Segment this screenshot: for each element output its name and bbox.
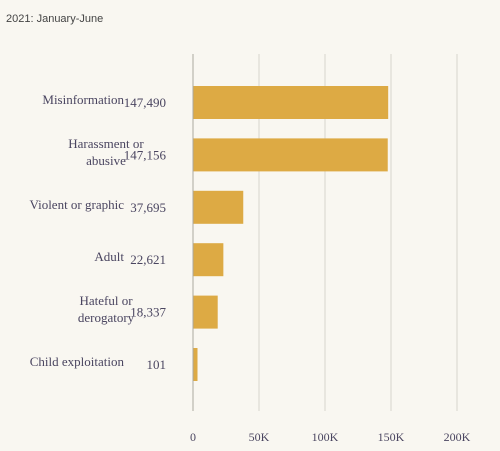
x-tick-label: 50K [249,430,270,444]
category-label-line: derogatory [78,310,135,325]
x-tick-label: 0 [190,430,196,444]
x-axis-ticks: 0 50K 100K 150K 200K [190,430,471,444]
value-label: 37,695 [130,200,166,215]
bar [193,138,388,172]
value-labels: 147,490 147,156 37,695 22,621 18,337 101 [124,95,167,372]
category-label-line: Adult [94,249,124,264]
category-label-line: Child exploitation [30,354,125,369]
value-label: 147,156 [124,147,167,162]
category-label-line: Misinformation [42,92,124,107]
value-label: 18,337 [130,305,166,320]
bar [193,190,244,224]
category-label-line: Violent or graphic [29,197,124,212]
x-tick-label: 200K [444,430,471,444]
category-label-line: abusive [86,153,126,168]
bar [193,243,224,277]
value-label: 22,621 [130,252,166,267]
category-label: Violent or graphic [29,197,124,212]
bar [193,295,218,329]
category-label-line: Hateful or [79,293,133,308]
category-label: Hateful or derogatory [78,293,135,325]
value-label: 147,490 [124,95,166,110]
category-labels: Misinformation Harassment or abusive Violen… [29,92,144,369]
category-label: Adult [94,249,124,264]
chart-subtitle: 2021: January-June [6,13,103,25]
value-label: 101 [147,357,167,372]
bar [193,86,389,119]
category-label: Misinformation [42,92,124,107]
category-label-line: Harassment or [68,136,144,151]
bar [193,348,198,381]
category-label: Child exploitation [30,354,125,369]
category-label: Harassment or abusive [68,136,144,168]
x-tick-label: 100K [312,430,339,444]
x-tick-label: 150K [378,430,405,444]
bars [193,86,389,381]
